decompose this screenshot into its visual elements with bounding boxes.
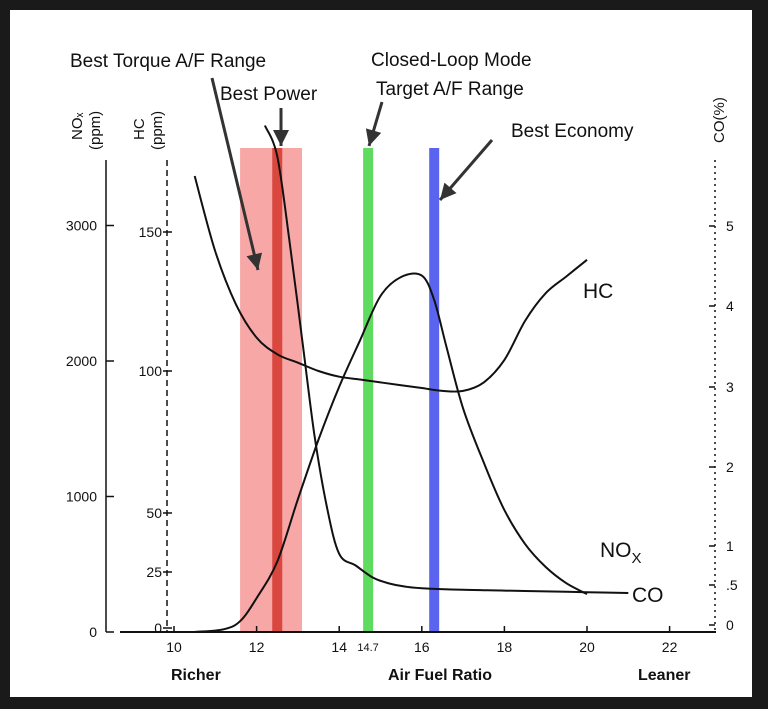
power-arrow-head <box>273 130 289 146</box>
co-curve-label: CO <box>632 584 664 607</box>
x-tick-label-stoich: 14.7 <box>357 642 378 654</box>
x-tick-label: 14 <box>331 639 347 655</box>
leaner-label: Leaner <box>638 667 690 684</box>
best-power-label: Best Power <box>220 84 318 105</box>
bands-layer <box>240 148 440 632</box>
nox-curve-label-main: NO <box>600 539 632 562</box>
nox-tick-label: 2000 <box>66 353 97 369</box>
hc-tick-label: 50 <box>146 505 162 521</box>
co-tick-label: .5 <box>726 577 738 593</box>
best-economy-label: Best Economy <box>511 121 634 142</box>
closed-loop-arrow-head <box>365 128 382 146</box>
nox-tick-label: 3000 <box>66 218 97 234</box>
axes-layer <box>105 160 716 633</box>
x-tick-label: 22 <box>662 639 678 655</box>
hc-axis-title-2: (ppm) <box>149 111 166 150</box>
hc-tick-label: 100 <box>139 363 163 379</box>
nox-tick-label: 1000 <box>66 489 97 505</box>
torque-arrow-head <box>246 252 263 270</box>
band-closed-loop <box>363 148 374 632</box>
nox-tick-label: 0 <box>89 624 97 640</box>
x-tick-label: 12 <box>249 639 265 655</box>
hc-axis-title-1: HC <box>131 118 148 140</box>
torque-arrow-shaft <box>210 77 260 271</box>
co-tick-label: 1 <box>726 538 734 554</box>
nox-curve-label: NOX <box>600 539 642 567</box>
co-tick-label: 3 <box>726 379 734 395</box>
hc-tick-label: 25 <box>146 564 162 580</box>
closed-loop-label-1: Closed-Loop Mode <box>371 50 532 71</box>
co-tick-label: 4 <box>726 298 734 314</box>
co-tick-label: 0 <box>726 617 734 633</box>
x-tick-label: 18 <box>497 639 513 655</box>
hc-tick-label: 150 <box>139 224 163 240</box>
curve-hc <box>193 175 588 393</box>
curves-layer <box>193 77 629 633</box>
nox-axis-title-1: NOₓ <box>69 113 86 141</box>
closed-loop-label-2: Target A/F Range <box>376 79 524 100</box>
curve-co <box>263 125 629 594</box>
co-tick-label: 5 <box>726 218 734 234</box>
economy-arrow-head <box>440 182 457 200</box>
x-tick-label: 10 <box>166 639 182 655</box>
nox-curve-label-sub: X <box>632 550 642 567</box>
curve-nox <box>194 272 588 633</box>
co-tick-label: 2 <box>726 459 734 475</box>
band-torque-range <box>240 148 303 632</box>
band-best-power <box>272 148 283 632</box>
x-tick-label: 20 <box>579 639 595 655</box>
nox-axis-title-2: (ppm) <box>87 111 104 150</box>
co-axis-title: CO(%) <box>711 97 728 143</box>
hc-tick-label: 0 <box>154 620 162 636</box>
hc-curve-label: HC <box>583 280 613 303</box>
air-fuel-ratio-label: Air Fuel Ratio <box>388 667 492 684</box>
richer-label: Richer <box>171 667 221 684</box>
torque-range-label: Best Torque A/F Range <box>70 51 266 72</box>
x-tick-label: 16 <box>414 639 430 655</box>
text-layer: Best Torque A/F Range Best Power Closed-… <box>66 50 738 684</box>
